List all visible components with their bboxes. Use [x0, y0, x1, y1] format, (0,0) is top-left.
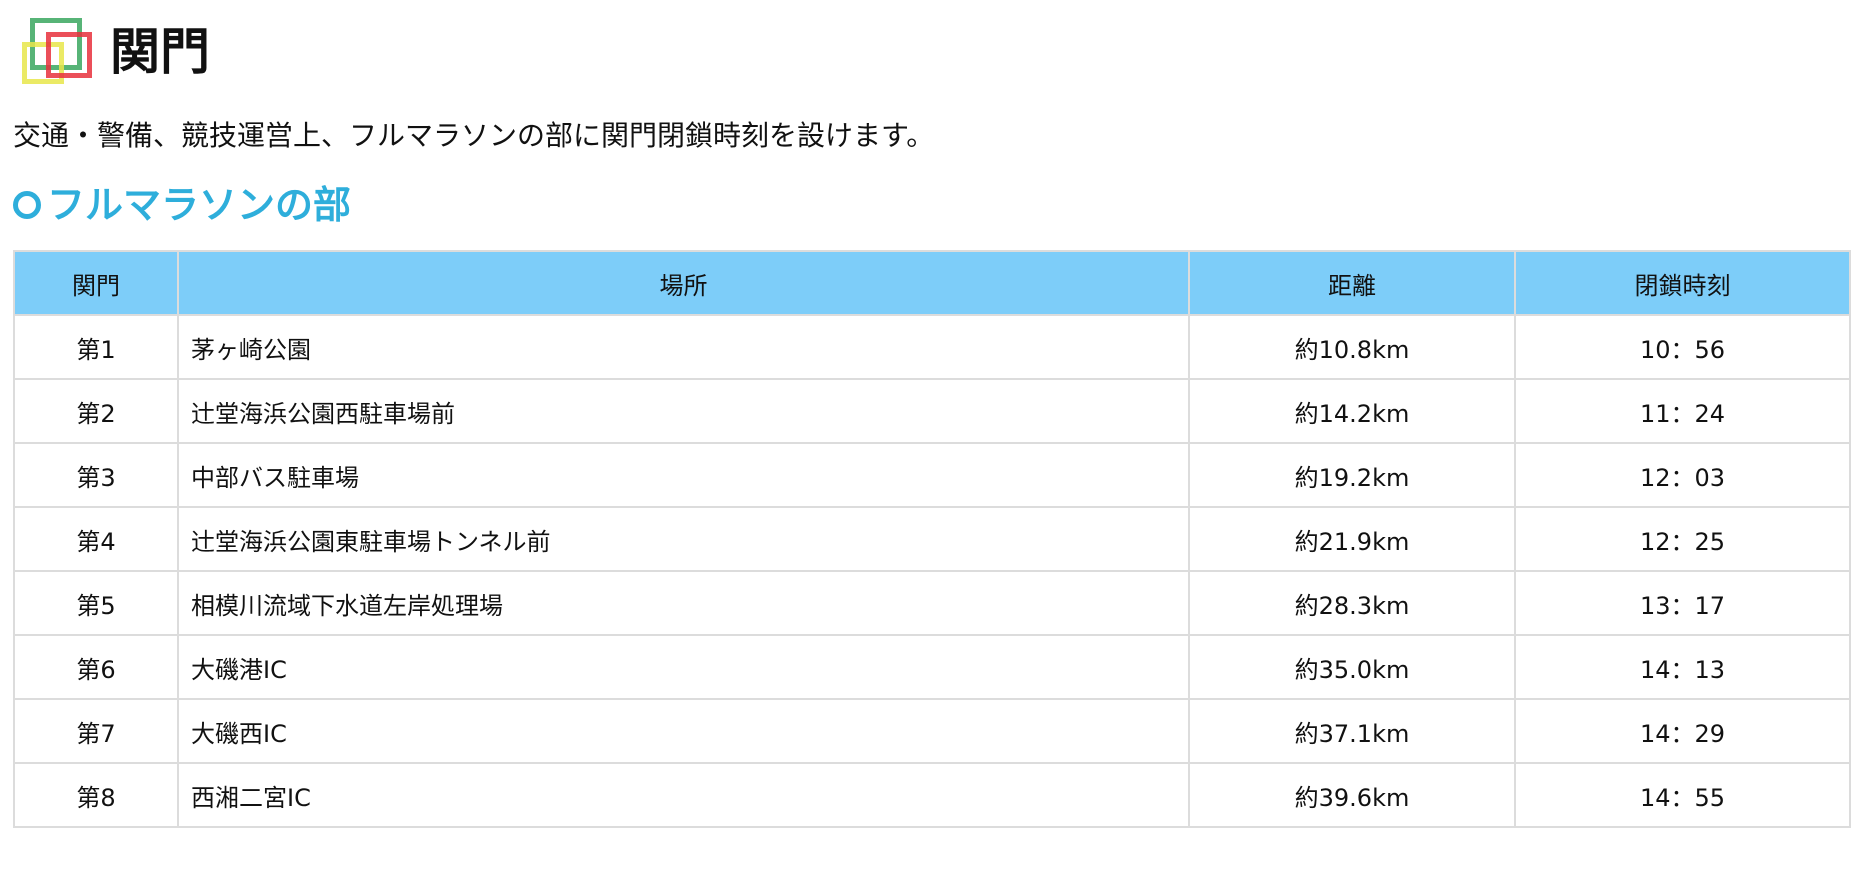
page-title: 関門	[110, 23, 210, 81]
gate-cell: 第5	[13, 570, 179, 636]
table-row: 第3 中部バス駐車場 約19.2km 12：03	[13, 442, 1851, 508]
place-cell: 辻堂海浜公園東駐車場トンネル前	[177, 506, 1190, 572]
distance-cell: 約35.0km	[1188, 634, 1516, 700]
distance-cell: 約28.3km	[1188, 570, 1516, 636]
table-row: 第6 大磯港IC 約35.0km 14：13	[13, 634, 1851, 700]
table-row: 第8 西湘二宮IC 約39.6km 14：55	[13, 762, 1851, 828]
column-header: 場所	[177, 250, 1190, 316]
closing-time-cell: 12：03	[1514, 442, 1851, 508]
distance-cell: 約19.2km	[1188, 442, 1516, 508]
gate-cell: 第1	[13, 314, 179, 380]
closing-time-cell: 10：56	[1514, 314, 1851, 380]
checkpoint-table: 関門 場所 距離 閉鎖時刻 第1 茅ヶ崎公園 約10.8km 10：56 第2 辻堂海浜公…	[13, 250, 1851, 828]
gate-cell: 第3	[13, 442, 179, 508]
column-header: 距離	[1188, 250, 1516, 316]
table-row: 第4 辻堂海浜公園東駐車場トンネル前 約21.9km 12：25	[13, 506, 1851, 572]
table-row: 第1 茅ヶ崎公園 約10.8km 10：56	[13, 314, 1851, 380]
place-cell: 西湘二宮IC	[177, 762, 1190, 828]
place-cell: 大磯港IC	[177, 634, 1190, 700]
table-row: 第7 大磯西IC 約37.1km 14：29	[13, 698, 1851, 764]
gate-cell: 第4	[13, 506, 179, 572]
distance-cell: 約21.9km	[1188, 506, 1516, 572]
column-header: 関門	[13, 250, 179, 316]
column-header: 閉鎖時刻	[1514, 250, 1851, 316]
distance-cell: 約14.2km	[1188, 378, 1516, 444]
closing-time-cell: 14：55	[1514, 762, 1851, 828]
place-cell: 大磯西IC	[177, 698, 1190, 764]
logo-icon	[20, 16, 96, 86]
closing-time-cell: 13：17	[1514, 570, 1851, 636]
distance-cell: 約39.6km	[1188, 762, 1516, 828]
gate-cell: 第6	[13, 634, 179, 700]
closing-time-cell: 14：29	[1514, 698, 1851, 764]
distance-cell: 約10.8km	[1188, 314, 1516, 380]
table-row: 第2 辻堂海浜公園西駐車場前 約14.2km 11：24	[13, 378, 1851, 444]
gate-cell: 第2	[13, 378, 179, 444]
distance-cell: 約37.1km	[1188, 698, 1516, 764]
place-cell: 辻堂海浜公園西駐車場前	[177, 378, 1190, 444]
gate-cell: 第7	[13, 698, 179, 764]
closing-time-cell: 14：13	[1514, 634, 1851, 700]
section-title: フルマラソンの部	[13, 180, 351, 230]
place-cell: 中部バス駐車場	[177, 442, 1190, 508]
circle-icon	[13, 191, 41, 219]
closing-time-cell: 11：24	[1514, 378, 1851, 444]
place-cell: 茅ヶ崎公園	[177, 314, 1190, 380]
gate-cell: 第8	[13, 762, 179, 828]
lead-text: 交通・警備、競技運営上、フルマラソンの部に関門閉鎖時刻を設けます。	[13, 119, 935, 152]
closing-time-cell: 12：25	[1514, 506, 1851, 572]
table-row: 第5 相模川流域下水道左岸処理場 約28.3km 13：17	[13, 570, 1851, 636]
place-cell: 相模川流域下水道左岸処理場	[177, 570, 1190, 636]
